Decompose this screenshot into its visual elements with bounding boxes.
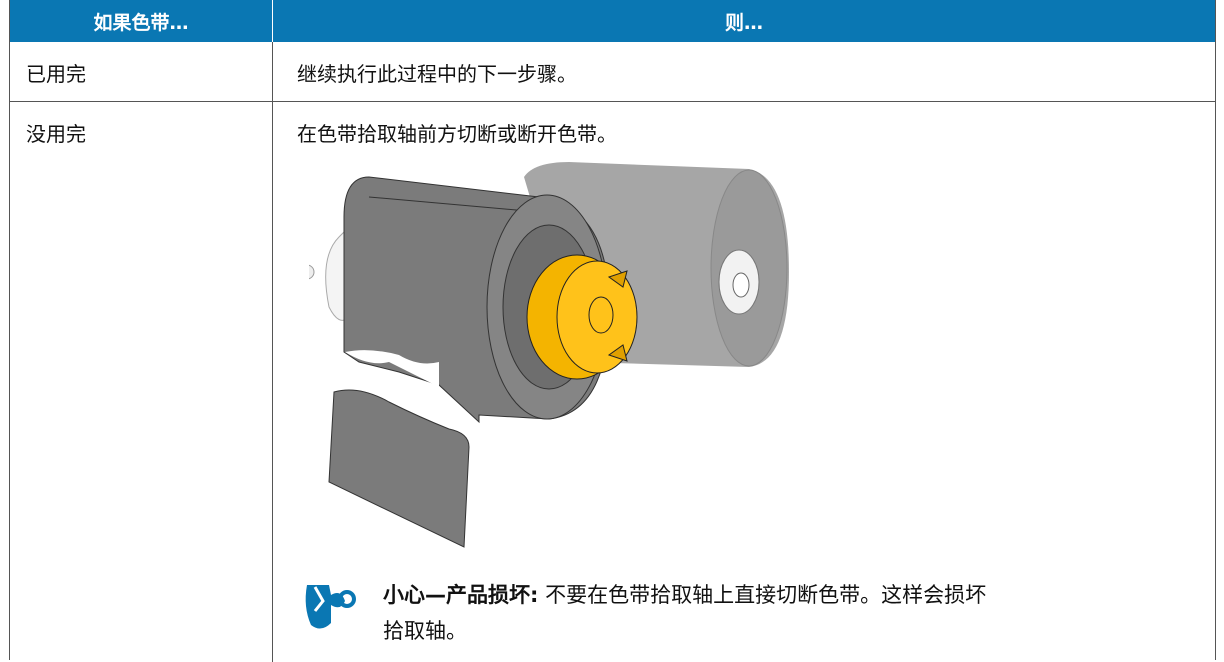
ribbon-end bbox=[328, 389, 470, 548]
header-cell: 则… bbox=[273, 0, 1215, 42]
ribbon-illustration bbox=[309, 162, 789, 548]
cell: 在色带拾取轴前方切断或断开色带。 bbox=[297, 122, 617, 146]
bracket-screw bbox=[309, 264, 315, 280]
knob-grips bbox=[607, 270, 628, 362]
table-row: 已用完 继续执行此过程中的下一步骤。 bbox=[10, 42, 1215, 102]
cell: 已用完 bbox=[10, 42, 273, 101]
cell: 没用完 bbox=[10, 102, 273, 662]
cell-container: 在色带拾取轴前方切断或断开色带。 bbox=[273, 102, 1215, 662]
back-roll-hole bbox=[732, 272, 750, 298]
icon-ring bbox=[338, 590, 356, 608]
knob-face bbox=[556, 260, 638, 374]
knob-center bbox=[588, 296, 614, 334]
tear-gap bbox=[345, 350, 439, 387]
icon-shape bbox=[305, 585, 345, 629]
caution-note: 小心—产品损坏: 不要在色带拾取轴上直接切断色带。这样会损坏拾取轴。 bbox=[301, 577, 993, 649]
note-body: 不要在色带拾取轴上直接切断色带。这样会损坏拾取轴。 bbox=[383, 583, 987, 643]
cell: 继续执行此过程中的下一步骤。 bbox=[297, 62, 577, 86]
caution-icon bbox=[305, 585, 356, 629]
table-row: 没用完 在色带拾取轴前方切断或断开色带。 bbox=[10, 102, 1215, 662]
roll-edge bbox=[368, 196, 540, 213]
note-text: 小心—产品损坏: 不要在色带拾取轴上直接切断色带。这样会损坏拾取轴。 bbox=[383, 577, 993, 649]
note-label: 小心—产品损坏: bbox=[383, 583, 539, 607]
icon-cut bbox=[313, 586, 325, 612]
table: 如果色带… 则… 已用完 继续执行此过程中的下一步骤。 没用完 在色带拾取轴前方… bbox=[9, 0, 1216, 662]
header-cell: 如果色带… bbox=[10, 0, 273, 42]
